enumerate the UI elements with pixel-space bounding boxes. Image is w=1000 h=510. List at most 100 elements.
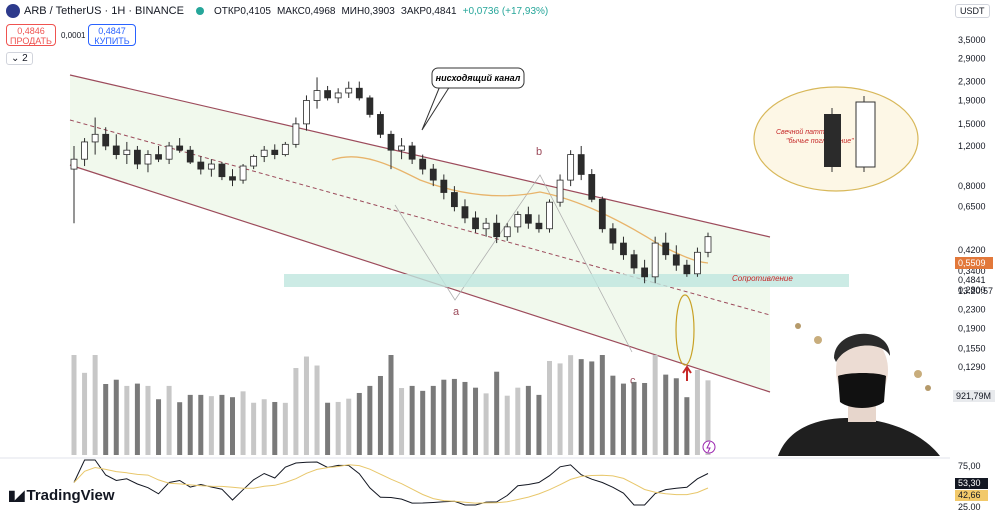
volume-bar: [473, 387, 479, 455]
candle-body: [70, 158, 78, 170]
candle-body: [292, 123, 300, 145]
volume-bar: [156, 399, 162, 455]
channel-upper-line: [69, 74, 771, 238]
volume-bar: [705, 380, 711, 455]
volume-bar: [409, 385, 415, 455]
volume-bar: [356, 392, 362, 455]
tradingview-logo[interactable]: ▮◢ TradingView: [8, 487, 115, 504]
candle-body: [281, 143, 289, 155]
volume-bar: [82, 372, 88, 455]
candle-body: [334, 92, 342, 99]
lightning-icon[interactable]: [702, 440, 716, 454]
price-tick-label: 0,3400: [958, 266, 986, 276]
last-price-text: 0,4841: [958, 275, 986, 285]
candle-body: [419, 158, 427, 170]
candle-body: [102, 133, 110, 147]
candle-body: [535, 222, 543, 230]
volume-bar: [219, 394, 225, 455]
candle-body: [165, 145, 173, 160]
high-readout: МАКС0,4968: [276, 5, 336, 17]
volume-bar: [430, 385, 436, 455]
channel-callout-text: нисходящий канал: [436, 73, 521, 83]
buy-button[interactable]: 0,4847 КУПИТЬ: [88, 24, 136, 46]
symbol-title[interactable]: ARB / TetherUS · 1H · BINANCE: [24, 5, 184, 17]
candle-body: [387, 133, 395, 151]
portrait-fragment-3: [914, 370, 922, 378]
sell-button[interactable]: 0,4846 ПРОДАТЬ: [6, 24, 56, 46]
candle-body: [260, 149, 268, 157]
candle-body: [271, 149, 279, 155]
resistance-zone: [284, 274, 849, 287]
candle-body: [641, 267, 648, 278]
price-axis[interactable]: 3,5000 2,9000 2,3000 1,9000 1,5000 1,2000 0,80…: [958, 35, 986, 372]
volume-bar: [134, 383, 140, 455]
volume-bar: [462, 381, 468, 455]
volume-bar: [483, 393, 489, 455]
volume-bar: [71, 355, 77, 455]
volume-bar: [504, 395, 510, 455]
candle-body: [514, 214, 522, 228]
candle-body: [503, 226, 511, 238]
candle-body: [598, 198, 606, 230]
candle-body: [546, 201, 553, 230]
candle-body: [577, 154, 585, 175]
portrait-shoulders: [778, 418, 940, 456]
price-tick-label: 0,2800: [958, 285, 986, 295]
volume-bar: [663, 374, 669, 455]
spread-value: 0,0001: [61, 31, 86, 40]
candle-body: [144, 154, 152, 165]
volume-bar: [589, 361, 595, 455]
candle-body: [207, 163, 215, 170]
volume-bar: [642, 382, 648, 455]
candle-body: [620, 242, 627, 256]
indicators-toggle[interactable]: ⌄ 2: [6, 52, 33, 65]
volume-bar: [515, 387, 521, 455]
volume-bar: [303, 356, 309, 455]
low-readout: МИН0,3903: [341, 5, 395, 17]
volume-bar: [536, 394, 542, 455]
sell-label: ПРОДАТЬ: [10, 36, 52, 46]
volume-bar: [113, 379, 119, 455]
volume-bar: [325, 402, 331, 455]
price-tick-label: 1,5000: [958, 119, 986, 129]
volume-bar: [399, 388, 405, 455]
volume-bar: [420, 390, 426, 455]
volume-bar: [208, 396, 214, 455]
tradingview-mark-icon: ▮◢: [8, 487, 25, 503]
market-open-icon: [195, 7, 204, 15]
volume-bar: [367, 385, 373, 455]
close-readout: ЗАКР0,4841: [400, 5, 457, 17]
candle-body: [303, 100, 310, 125]
volume-bar: [177, 402, 183, 455]
volume-bar: [694, 369, 700, 455]
portrait-illustration: [778, 323, 940, 456]
volume-bar: [314, 365, 320, 455]
volume-bar: [494, 371, 500, 455]
volume-bar: [525, 385, 531, 455]
arb-logo-icon: [6, 4, 20, 18]
price-tick-label: 0,6500: [958, 202, 986, 212]
currency-selector[interactable]: USDT: [955, 4, 990, 18]
candle-body: [461, 206, 469, 219]
candle-body: [472, 217, 479, 230]
volume-bar: [103, 384, 109, 455]
candle-body: [609, 228, 617, 244]
price-tick-label: 2,9000: [958, 54, 986, 64]
volume-bar: [441, 379, 447, 455]
lightning-glyph: [706, 441, 711, 453]
volume-bar: [346, 398, 352, 455]
volume-bar: [335, 401, 341, 455]
candle-body: [345, 87, 353, 94]
candle-body: [91, 133, 99, 143]
candle-body: [408, 145, 416, 160]
candle-body: [440, 179, 448, 193]
buy-label: КУПИТЬ: [94, 36, 130, 46]
volume-bar: [673, 378, 679, 455]
open-readout: ОТКР0,4105: [213, 5, 271, 17]
volume-bar: [272, 401, 278, 455]
portrait-hair: [834, 333, 890, 362]
candle-body: [398, 145, 405, 151]
volume-bar: [230, 397, 235, 455]
candle-body: [588, 174, 596, 200]
